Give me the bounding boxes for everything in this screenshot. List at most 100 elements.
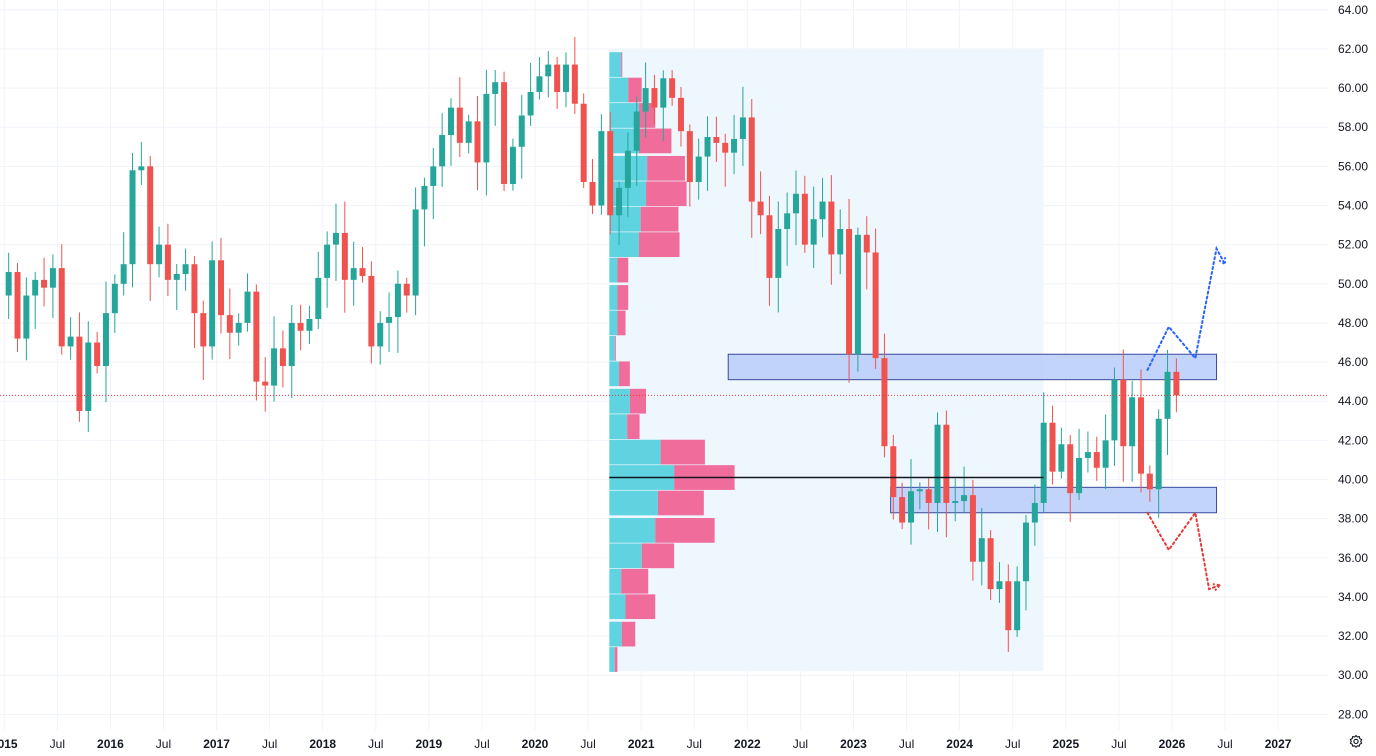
time-tick-label: Jul <box>1005 737 1020 751</box>
candle <box>722 133 729 187</box>
candle-body <box>76 336 83 411</box>
candle <box>306 305 313 345</box>
candle <box>120 232 127 296</box>
candle-body <box>492 82 499 94</box>
volume-profile-bar-up <box>609 335 615 361</box>
time-tick-label: Jul <box>580 737 595 751</box>
price-tick-label: 54.00 <box>1338 198 1368 212</box>
candle <box>819 177 826 238</box>
time-tick-label: 2025 <box>1052 737 1079 751</box>
candle-body <box>952 501 959 503</box>
candle <box>368 261 375 364</box>
candle-body <box>377 322 384 347</box>
price-tick-label: 46.00 <box>1338 355 1368 369</box>
time-tick-label: 2024 <box>946 737 973 751</box>
candle-body <box>1173 371 1180 396</box>
candle <box>624 132 631 217</box>
candle-body <box>784 213 791 229</box>
candle <box>1146 465 1153 502</box>
candle-body <box>1049 422 1056 472</box>
candle <box>996 562 1003 603</box>
candle <box>1155 409 1162 518</box>
volume-profile-bar-up <box>609 568 622 594</box>
candle <box>775 201 782 313</box>
candle <box>271 316 278 402</box>
price-tick-label: 40.00 <box>1338 472 1368 486</box>
candle <box>483 69 490 196</box>
candle-body <box>147 166 154 265</box>
candle <box>1005 564 1012 653</box>
candle-body <box>677 97 684 132</box>
candle-body <box>368 275 375 347</box>
candle <box>1120 349 1127 482</box>
time-tick-label: 2018 <box>309 737 336 751</box>
candle-body <box>642 88 649 112</box>
candle-body <box>571 64 578 104</box>
candle-body <box>456 107 463 143</box>
candle <box>739 86 746 167</box>
candle-body <box>306 319 313 331</box>
candle-body <box>598 131 605 206</box>
candle <box>571 37 578 114</box>
price-tick-label: 48.00 <box>1338 316 1368 330</box>
volume-profile-bar-up <box>609 361 620 387</box>
candle <box>430 147 437 220</box>
candle-body <box>810 219 817 245</box>
candle <box>1040 392 1047 513</box>
settings-button[interactable] <box>1347 733 1365 751</box>
candle <box>138 142 145 185</box>
candle <box>501 71 508 192</box>
candle <box>784 192 791 266</box>
candle <box>262 357 269 412</box>
time-tick-label: 2019 <box>416 737 443 751</box>
candle <box>200 300 207 380</box>
candle <box>943 410 950 538</box>
candle <box>359 247 366 283</box>
candle-body <box>129 170 136 265</box>
candle <box>297 304 304 351</box>
price-tick-label: 44.00 <box>1338 394 1368 408</box>
candle-body <box>341 232 348 280</box>
candle <box>41 257 48 307</box>
candle <box>5 252 12 319</box>
candle <box>394 270 401 353</box>
candle-body <box>412 209 419 296</box>
candle <box>863 216 870 290</box>
candle <box>766 195 773 306</box>
volume-profile-bar-up <box>609 490 658 516</box>
candle-body <box>722 142 729 153</box>
price-tick-label: 34.00 <box>1338 590 1368 604</box>
candle-body <box>1137 397 1144 474</box>
candle <box>226 288 233 360</box>
candle <box>191 256 198 349</box>
candle-body <box>430 166 437 186</box>
candle <box>616 181 623 245</box>
volume-profile-bar-up <box>609 77 629 103</box>
candle <box>244 273 251 332</box>
candle-body <box>1058 444 1065 472</box>
candle-body <box>1102 440 1109 468</box>
candle <box>341 201 348 313</box>
candle-body <box>200 313 207 347</box>
time-tick-label: 2015 <box>0 737 18 751</box>
candle <box>182 248 189 291</box>
candle <box>1049 405 1056 485</box>
candle-body <box>1146 473 1153 490</box>
candle-body <box>686 131 693 183</box>
candle-body <box>5 272 12 296</box>
candle-body <box>819 201 826 220</box>
time-tick-label: Jul <box>262 737 277 751</box>
candle <box>589 159 596 215</box>
candle-body <box>332 232 339 245</box>
volume-profile-bar-down <box>641 543 675 569</box>
candle-body <box>863 234 870 253</box>
candle-body <box>94 342 101 366</box>
candle-body <box>447 107 454 136</box>
candle <box>456 77 463 158</box>
candle <box>209 241 216 360</box>
price-tick-label: 30.00 <box>1338 668 1368 682</box>
candle-body <box>49 268 56 288</box>
projection-up-line <box>1146 245 1226 371</box>
